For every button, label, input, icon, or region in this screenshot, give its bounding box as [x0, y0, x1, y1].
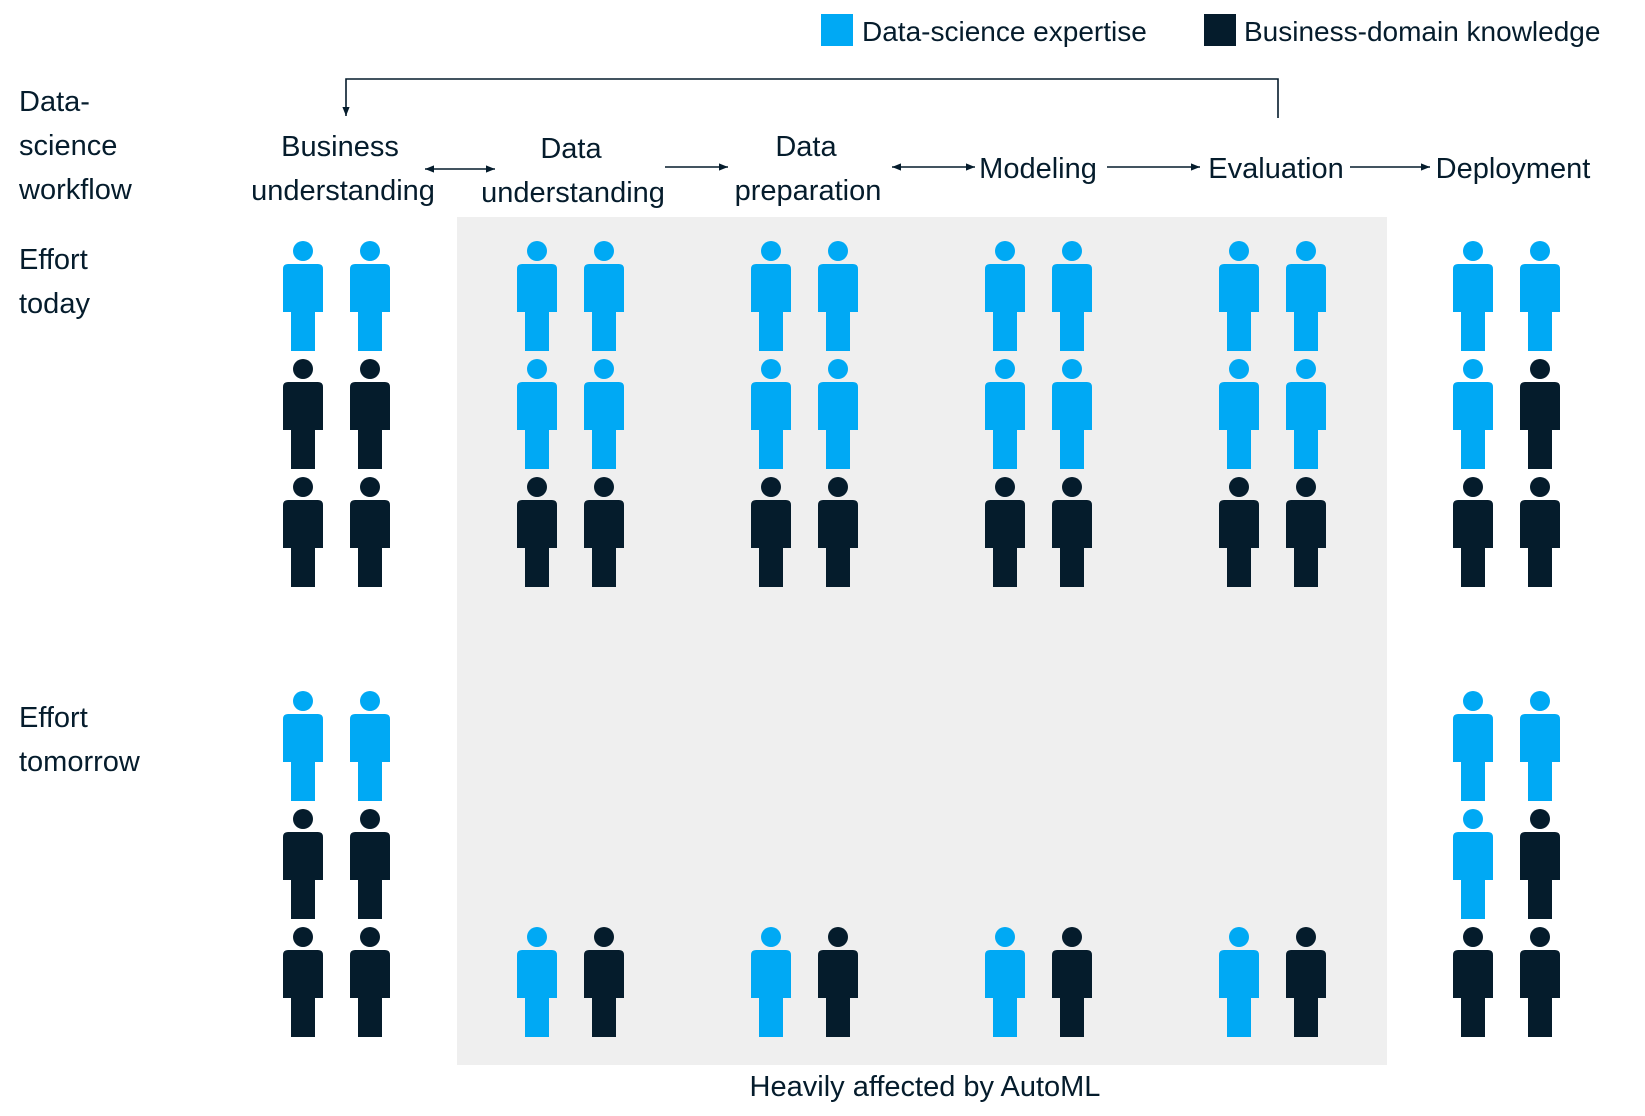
person-icon-data-science: [1052, 241, 1092, 351]
person-icon-data-science: [283, 241, 323, 351]
person-icon-business-domain: [1520, 477, 1560, 587]
person-icon-business-domain: [751, 477, 791, 587]
stage-data-preparation-line1: Data: [775, 131, 837, 163]
person-icon-business-domain: [350, 809, 390, 919]
person-icon-business-domain: [517, 477, 557, 587]
legend-label-business-domain: Business-domain knowledge: [1244, 16, 1600, 47]
person-icon-data-science: [1453, 359, 1493, 469]
legend-swatch-business-domain: [1204, 14, 1236, 46]
row-label-today-line: today: [19, 288, 90, 320]
person-icon-business-domain: [1520, 359, 1560, 469]
person-icon-data-science: [517, 927, 557, 1037]
stage-modeling: Modeling: [979, 153, 1097, 185]
person-icon-business-domain: [283, 477, 323, 587]
stage-data-understanding-line1: Data: [540, 133, 602, 165]
person-icon-data-science: [1286, 241, 1326, 351]
person-icon-business-domain: [584, 927, 624, 1037]
person-icon-data-science: [1453, 691, 1493, 801]
person-icon-business-domain: [1286, 477, 1326, 587]
person-icon-data-science: [985, 241, 1025, 351]
person-icon-data-science: [818, 359, 858, 469]
person-icon-data-science: [1520, 691, 1560, 801]
person-icon-data-science: [517, 359, 557, 469]
person-icon-business-domain: [818, 477, 858, 587]
row-label-workflow-line: Data-: [19, 86, 90, 118]
person-icon-data-science: [350, 691, 390, 801]
person-icon-data-science: [1219, 359, 1259, 469]
legend-swatch-data-science: [821, 14, 853, 46]
people-figures: [283, 241, 1560, 1037]
person-icon-data-science: [818, 241, 858, 351]
stage-business-understanding-line2: understanding: [251, 175, 435, 207]
person-icon-business-domain: [1520, 927, 1560, 1037]
row-label-workflow-line: workflow: [18, 174, 133, 206]
automl-caption: Heavily affected by AutoML: [750, 1071, 1101, 1103]
person-icon-business-domain: [985, 477, 1025, 587]
person-icon-data-science: [751, 359, 791, 469]
person-icon-data-science: [584, 241, 624, 351]
stage-data-understanding-line2: understanding: [481, 177, 665, 209]
stage-labels: Business understanding Data understandin…: [251, 131, 1590, 209]
person-icon-data-science: [517, 241, 557, 351]
person-icon-business-domain: [350, 927, 390, 1037]
person-icon-data-science: [1453, 809, 1493, 919]
person-icon-data-science: [584, 359, 624, 469]
stage-business-understanding-line1: Business: [281, 131, 399, 163]
row-label-effort-today: Effort today: [19, 244, 90, 320]
person-icon-business-domain: [283, 927, 323, 1037]
feedback-loop-arrow: [342, 78, 1279, 118]
person-icon-business-domain: [1520, 809, 1560, 919]
person-icon-business-domain: [1219, 477, 1259, 587]
person-icon-data-science: [1520, 241, 1560, 351]
person-icon-data-science: [1286, 359, 1326, 469]
person-icon-data-science: [1453, 241, 1493, 351]
person-icon-business-domain: [1052, 477, 1092, 587]
legend-label-data-science: Data-science expertise: [862, 16, 1147, 47]
person-icon-business-domain: [350, 359, 390, 469]
person-icon-business-domain: [1286, 927, 1326, 1037]
person-icon-data-science: [1219, 927, 1259, 1037]
person-icon-data-science: [985, 927, 1025, 1037]
person-icon-data-science: [751, 241, 791, 351]
person-icon-business-domain: [1453, 477, 1493, 587]
person-icon-data-science: [1219, 241, 1259, 351]
row-label-workflow-line: science: [19, 130, 117, 162]
stage-deployment: Deployment: [1436, 153, 1591, 185]
automl-highlight-region: [457, 217, 1387, 1065]
row-label-today-line: Effort: [19, 244, 88, 276]
person-icon-business-domain: [584, 477, 624, 587]
person-icon-business-domain: [818, 927, 858, 1037]
legend: Data-science expertise Business-domain k…: [821, 14, 1600, 47]
person-icon-data-science: [751, 927, 791, 1037]
person-icon-data-science: [985, 359, 1025, 469]
row-label-tomorrow-line: tomorrow: [19, 746, 141, 778]
person-icon-business-domain: [1453, 927, 1493, 1037]
row-label-tomorrow-line: Effort: [19, 702, 88, 734]
person-icon-data-science: [283, 691, 323, 801]
person-icon-data-science: [1052, 359, 1092, 469]
person-icon-data-science: [350, 241, 390, 351]
workflow-arrows: [342, 78, 1430, 173]
person-icon-business-domain: [283, 809, 323, 919]
row-label-effort-tomorrow: Effort tomorrow: [19, 702, 141, 778]
stage-evaluation: Evaluation: [1208, 153, 1343, 185]
person-icon-business-domain: [283, 359, 323, 469]
stage-data-preparation-line2: preparation: [735, 175, 882, 207]
row-label-workflow: Data- science workflow: [18, 86, 133, 206]
person-icon-business-domain: [350, 477, 390, 587]
person-icon-business-domain: [1052, 927, 1092, 1037]
